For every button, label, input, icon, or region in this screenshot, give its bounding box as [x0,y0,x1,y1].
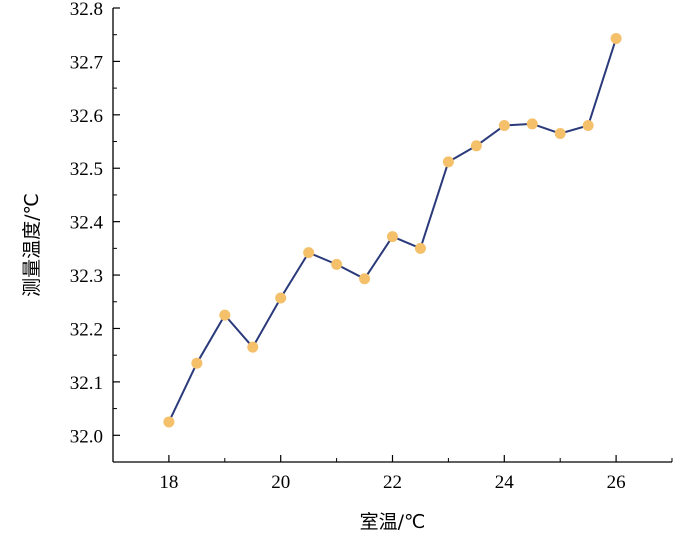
y-tick-label: 32.2 [70,319,103,340]
y-tick-label: 32.1 [70,373,103,394]
y-tick-label: 32.0 [70,426,103,447]
data-point [470,140,482,152]
x-tick-label: 22 [383,472,402,493]
data-point [610,32,622,44]
data-point [554,128,566,140]
y-tick-label: 32.6 [70,106,103,127]
data-point [247,341,259,353]
data-point [163,416,175,428]
data-point [275,292,287,304]
data-point [442,156,454,168]
x-tick-label: 24 [495,472,515,493]
data-point [331,258,343,270]
data-point [191,357,203,369]
y-ticks: 32.0 32.1 32.2 32.3 32.4 32.5 32.6 32.7 32.8 [70,0,120,447]
data-point [387,231,398,243]
data-point [526,118,538,130]
x-tick-label: 18 [159,472,178,493]
data-point [303,247,315,259]
y-tick-label: 32.7 [70,52,103,73]
data-point [219,309,231,321]
series-group [163,32,622,428]
x-tick-label: 26 [607,472,626,493]
data-point [414,242,426,254]
y-axis-title: 测量温度/℃ [21,193,43,297]
data-point [359,273,371,285]
y-tick-label: 32.4 [70,213,104,234]
y-tick-label: 32.5 [70,159,103,180]
y-tick-label: 32.3 [70,266,103,287]
data-point [582,120,594,132]
x-ticks: 18 20 22 24 26 [112,455,673,493]
data-point [498,120,510,132]
y-tick-label: 32.8 [70,0,103,20]
series-line [167,38,618,423]
x-axis-title: 室温/℃ [360,511,426,533]
x-tick-label: 20 [271,472,290,493]
